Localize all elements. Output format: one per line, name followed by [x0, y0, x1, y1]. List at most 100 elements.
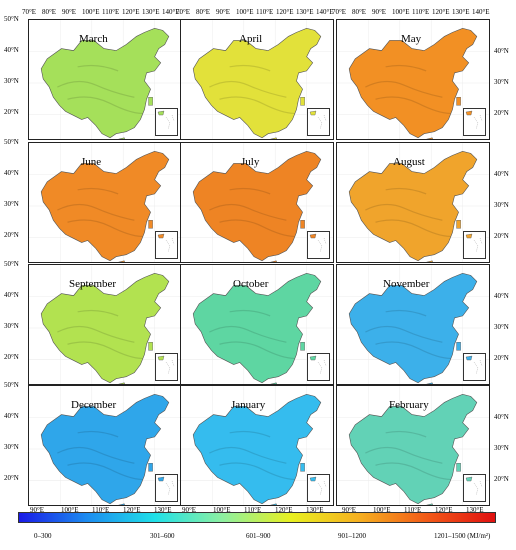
top-lon-label: 110°E: [412, 8, 430, 16]
top-lon-label: 130°E: [142, 8, 160, 16]
right-lat-label: 30°N: [494, 201, 509, 209]
south-china-sea-inset: [155, 108, 178, 136]
china-map-shape: [29, 265, 181, 384]
month-title: January: [231, 399, 266, 411]
top-lon-label: 80°E: [42, 8, 57, 16]
month-title: March: [79, 33, 108, 45]
right-lat-label: 20°N: [494, 475, 509, 483]
china-map-shape: [181, 143, 333, 262]
top-lon-label: 140°E: [472, 8, 490, 16]
china-map-shape: [181, 265, 333, 384]
map-panel-october: October: [180, 264, 334, 385]
bottom-lon-label: 110°E: [244, 506, 262, 514]
bottom-lon-label: 110°E: [92, 506, 110, 514]
top-lon-label: 110°E: [256, 8, 274, 16]
south-china-sea-inset: [307, 474, 330, 502]
month-title: September: [69, 278, 117, 290]
top-lon-label: 140°E: [316, 8, 334, 16]
month-title: July: [241, 156, 260, 168]
colorbar-class-label: 1201–1500 (MJ/m²): [434, 532, 491, 540]
bottom-lon-label: 90°E: [342, 506, 357, 514]
left-lat-label: 50°N: [4, 381, 19, 389]
right-lat-label: 40°N: [494, 413, 509, 421]
top-lon-label: 80°E: [196, 8, 211, 16]
left-lat-label: 50°N: [4, 260, 19, 268]
left-lat-label: 40°N: [4, 169, 19, 177]
colorbar-class-label: 601–900: [246, 532, 271, 540]
top-lon-label: 100°E: [236, 8, 254, 16]
map-panel-march: March: [28, 19, 182, 140]
colorbar-class-label: 301–600: [150, 532, 175, 540]
right-lat-label: 40°N: [494, 47, 509, 55]
right-lat-label: 20°N: [494, 109, 509, 117]
left-lat-label: 20°N: [4, 353, 19, 361]
bottom-lon-label: 120°E: [123, 506, 141, 514]
top-lon-label: 140°E: [162, 8, 180, 16]
south-china-sea-inset: [463, 108, 486, 136]
left-lat-label: 30°N: [4, 443, 19, 451]
china-map-shape: [337, 386, 489, 505]
left-lat-label: 30°N: [4, 77, 19, 85]
colorbar-class-label: 901–1200: [338, 532, 366, 540]
china-map-shape: [29, 20, 181, 139]
right-lat-label: 30°N: [494, 78, 509, 86]
left-lat-label: 30°N: [4, 200, 19, 208]
top-lon-label: 110°E: [102, 8, 120, 16]
top-lon-label: 90°E: [372, 8, 387, 16]
bottom-lon-label: 130°E: [154, 506, 172, 514]
month-title: June: [81, 156, 102, 168]
top-lon-label: 70°E: [22, 8, 37, 16]
right-lat-label: 30°N: [494, 323, 509, 331]
bottom-lon-label: 90°E: [182, 506, 197, 514]
top-lon-label: 120°E: [122, 8, 140, 16]
south-china-sea-inset: [307, 108, 330, 136]
top-lon-label: 80°E: [352, 8, 367, 16]
china-map-shape: [337, 143, 489, 262]
south-china-sea-inset: [155, 231, 178, 259]
colorbar-class-label: 0–300: [34, 532, 52, 540]
south-china-sea-inset: [307, 353, 330, 381]
map-panel-january: January: [180, 385, 334, 506]
china-map-shape: [337, 20, 489, 139]
left-lat-label: 30°N: [4, 322, 19, 330]
map-panel-february: February: [336, 385, 490, 506]
month-title: February: [389, 399, 429, 411]
month-title: August: [393, 156, 425, 168]
right-lat-label: 20°N: [494, 354, 509, 362]
map-panel-may: May: [336, 19, 490, 140]
left-lat-label: 50°N: [4, 138, 19, 146]
top-lon-label: 100°E: [392, 8, 410, 16]
south-china-sea-inset: [463, 474, 486, 502]
map-panel-june: June: [28, 142, 182, 263]
right-lat-label: 20°N: [494, 232, 509, 240]
left-lat-label: 40°N: [4, 412, 19, 420]
bottom-lon-label: 120°E: [435, 506, 453, 514]
map-panel-november: November: [336, 264, 490, 385]
month-title: April: [239, 33, 263, 45]
bottom-lon-label: 90°E: [30, 506, 45, 514]
bottom-lon-label: 100°E: [213, 506, 231, 514]
bottom-lon-label: 120°E: [275, 506, 293, 514]
map-panel-december: December: [28, 385, 182, 506]
radiation-colorbar: [18, 512, 496, 523]
south-china-sea-inset: [463, 353, 486, 381]
right-lat-label: 40°N: [494, 170, 509, 178]
china-map-shape: [181, 386, 333, 505]
south-china-sea-inset: [155, 474, 178, 502]
top-lon-label: 130°E: [452, 8, 470, 16]
right-lat-label: 40°N: [494, 292, 509, 300]
month-title: May: [401, 33, 422, 45]
bottom-lon-label: 110°E: [404, 506, 422, 514]
china-map-shape: [337, 265, 489, 384]
map-panel-september: September: [28, 264, 182, 385]
left-lat-label: 20°N: [4, 474, 19, 482]
map-panel-august: August: [336, 142, 490, 263]
month-title: November: [383, 278, 430, 290]
month-title: October: [233, 278, 269, 290]
left-lat-label: 20°N: [4, 108, 19, 116]
top-lon-label: 130°E: [296, 8, 314, 16]
map-panel-april: April: [180, 19, 334, 140]
south-china-sea-inset: [463, 231, 486, 259]
top-lon-label: 120°E: [432, 8, 450, 16]
